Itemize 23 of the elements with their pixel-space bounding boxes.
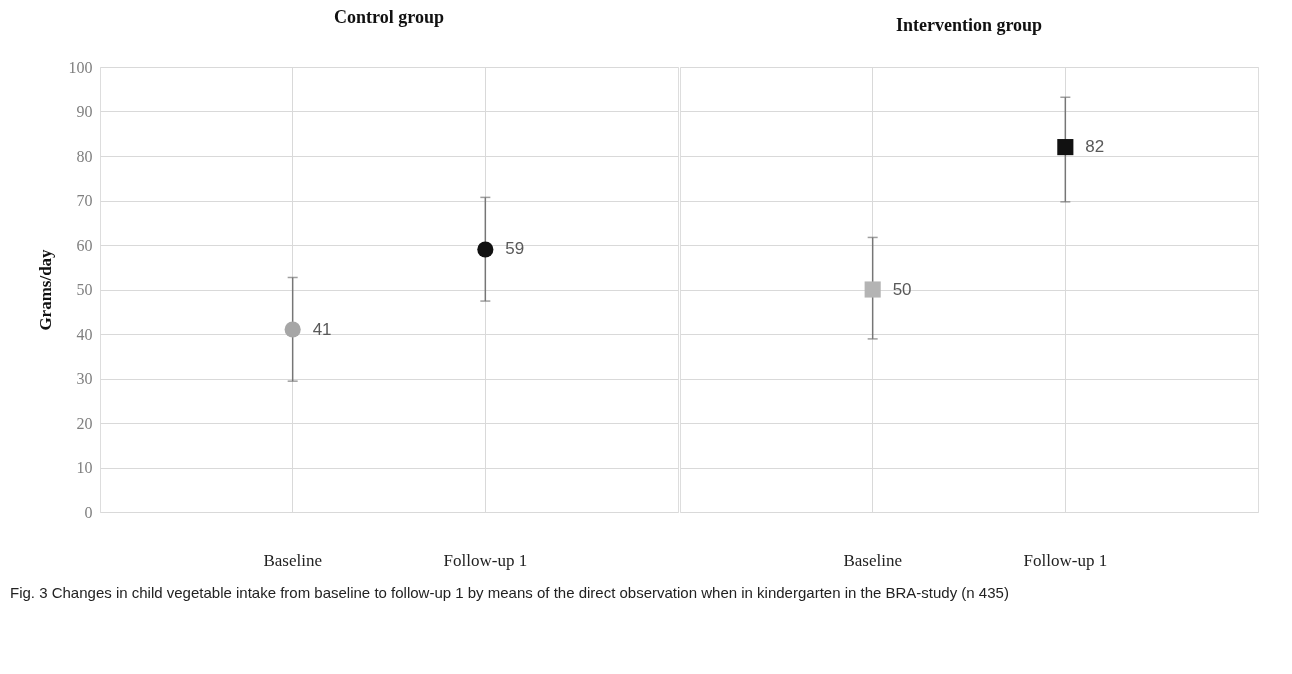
x-tick-label: Follow-up 1: [443, 550, 528, 570]
y-tick-label: 80: [76, 147, 93, 165]
y-tick-label: 40: [76, 325, 93, 343]
y-tick-label: 70: [76, 192, 93, 209]
y-tick-label: 90: [76, 103, 93, 120]
data-label: 59: [505, 239, 525, 259]
y-tick-label: 20: [76, 414, 93, 432]
y-tick-label: 30: [76, 370, 93, 387]
caption: Fig. 3 Changes in child vegetable intake from baseline to follow-up 1 by means of the direct observation when in kindergarten in the BRA-study (n 435): [10, 584, 1009, 601]
y-tick-label: 100: [68, 58, 93, 76]
data-label: 41: [312, 319, 332, 339]
y-tick-label: 60: [76, 236, 93, 254]
x-tick-label: Baseline: [263, 550, 322, 570]
y-axis-title: Grams/day: [35, 248, 55, 331]
chart-title: Intervention group: [895, 15, 1043, 35]
x-tick-label: Baseline: [843, 550, 902, 570]
data-label: 50: [892, 279, 912, 299]
y-tick-label: 10: [76, 459, 93, 476]
chart-title: Control group: [334, 7, 444, 27]
data-label: 82: [1085, 137, 1105, 157]
y-tick-label: 50: [76, 281, 93, 298]
x-tick-label: Follow-up 1: [1023, 550, 1108, 570]
y-tick-label: 0: [84, 503, 93, 521]
